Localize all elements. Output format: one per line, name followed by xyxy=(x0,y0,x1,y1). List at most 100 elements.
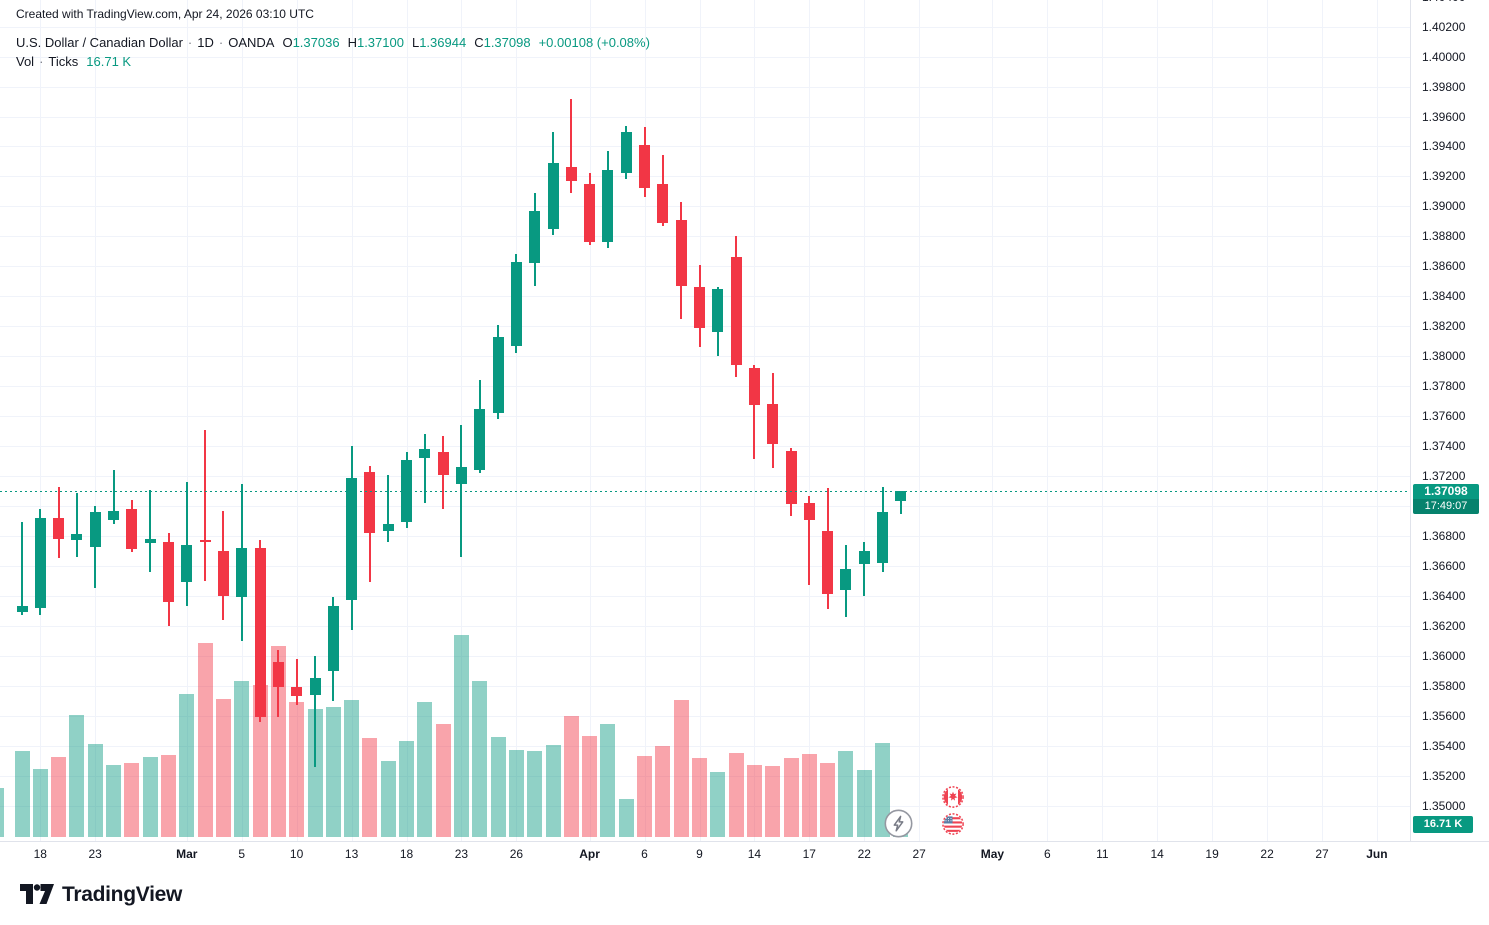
gridline-h xyxy=(0,805,1410,807)
volume-bar xyxy=(710,772,726,837)
gridline-h xyxy=(0,116,1410,118)
candle-wick xyxy=(185,482,188,607)
timeframe[interactable]: 1D xyxy=(197,35,214,50)
candle-body xyxy=(639,144,650,189)
volume-bar xyxy=(179,693,195,837)
us-flag-icon[interactable] xyxy=(942,813,964,840)
time-tick-label: 9 xyxy=(696,847,703,861)
candle-body xyxy=(236,547,248,598)
volume-bar xyxy=(106,764,121,837)
volume-bar xyxy=(453,634,469,837)
candle-body xyxy=(510,261,522,346)
symbol-title[interactable]: U.S. Dollar / Canadian Dollar xyxy=(16,35,183,50)
price-tick-label: 1.40200 xyxy=(1422,19,1466,34)
gridline-v xyxy=(406,0,408,841)
candle-body xyxy=(34,517,46,608)
time-tick-label: May xyxy=(980,847,1005,861)
candle-body xyxy=(108,510,119,520)
change-value: +0.00108 (+0.08%) xyxy=(538,35,650,50)
separator-dot: · xyxy=(218,35,224,50)
gridline-v xyxy=(919,0,921,841)
candle-wick xyxy=(295,658,298,706)
volume-bar xyxy=(435,724,451,837)
gridline-h xyxy=(0,535,1410,537)
volume-bar xyxy=(399,740,414,837)
price-tick-label: 1.37400 xyxy=(1422,439,1466,453)
volume-bar xyxy=(124,763,140,837)
volume-bar xyxy=(490,737,506,837)
volume-bar xyxy=(820,763,836,837)
price-tick-label: 1.39600 xyxy=(1422,109,1466,124)
symbol-legend: U.S. Dollar / Canadian Dollar · 1D · OANDA O1… xyxy=(16,33,650,71)
volume-bar xyxy=(270,646,286,837)
price-axis[interactable]: 1.37098 17:49:07 16.71 K 1.40400 1.40200 1… xyxy=(1410,0,1489,841)
gridline-v xyxy=(1267,0,1269,841)
price-tick-label: 1.39800 xyxy=(1422,79,1466,94)
volume-bar xyxy=(728,753,744,837)
candle-body xyxy=(199,540,211,543)
time-tick-label: 22 xyxy=(857,847,871,861)
volume-bar xyxy=(692,757,707,837)
price-tick-label: 1.37200 xyxy=(1422,469,1466,483)
candle-body xyxy=(565,167,577,181)
candle-body xyxy=(822,531,834,595)
candle-body xyxy=(327,606,339,671)
gridline-v xyxy=(461,0,463,841)
gridline-v xyxy=(296,0,298,841)
gridline-h xyxy=(0,26,1410,28)
volume-bar xyxy=(527,750,543,837)
candle-body xyxy=(144,538,156,544)
candle-wick xyxy=(387,474,390,542)
volume-bar xyxy=(215,699,231,837)
candle-body xyxy=(71,534,83,541)
time-tick-label: 23 xyxy=(88,847,102,861)
time-tick-label: 17 xyxy=(802,847,816,861)
legend-row-symbol: U.S. Dollar / Canadian Dollar · 1D · OANDA O1… xyxy=(16,33,650,52)
price-tick-label: 1.39000 xyxy=(1422,199,1466,214)
volume-bar xyxy=(801,753,817,837)
price-tick-label: 1.35000 xyxy=(1422,798,1466,813)
gridline-h xyxy=(0,655,1410,657)
time-tick-label: 22 xyxy=(1260,847,1274,861)
gridline-v xyxy=(1376,0,1378,841)
tradingview-logo-glyph xyxy=(20,884,54,904)
gridline-h xyxy=(0,326,1410,328)
price-tick-label: 1.36800 xyxy=(1422,528,1466,543)
candle-body xyxy=(584,183,596,243)
price-tick-label: 1.40000 xyxy=(1422,49,1466,64)
candle-body xyxy=(712,288,724,333)
candle-body xyxy=(492,336,504,414)
gridline-h xyxy=(0,446,1410,447)
bar-close-countdown: 17:49:07 xyxy=(1413,498,1479,514)
time-tick-label: 19 xyxy=(1205,847,1219,861)
candle-wick xyxy=(204,429,207,581)
volume-bar xyxy=(325,707,341,837)
tradingview-logo[interactable]: TradingView xyxy=(20,882,182,908)
price-tick-label: 1.36400 xyxy=(1422,588,1466,603)
price-tick-label: 1.35800 xyxy=(1422,678,1466,693)
gridline-v xyxy=(1157,0,1159,841)
candle-body xyxy=(346,477,358,601)
gridline-h xyxy=(0,685,1410,687)
gridline-h xyxy=(0,176,1410,178)
candle-body xyxy=(694,287,705,328)
volume-type-label: Ticks xyxy=(48,54,79,69)
candle-body xyxy=(401,459,412,523)
time-axis[interactable]: 18 23 Mar 5 10 13 18 23 26 Apr 6 9 14 17 22 27 May 6 11 14 1… xyxy=(0,841,1489,877)
volume-bar xyxy=(417,702,433,837)
ohlc-close-value: 1.37098 xyxy=(483,35,531,50)
candle-body xyxy=(217,550,229,596)
ohlc-open-label: O xyxy=(282,35,293,50)
candle-wick xyxy=(94,506,97,589)
canada-flag-icon[interactable] xyxy=(942,786,964,813)
gridline-h xyxy=(0,595,1410,597)
gridline-h xyxy=(0,56,1410,58)
gridline-h xyxy=(0,565,1410,567)
time-tick-label: 27 xyxy=(1315,847,1329,861)
volume-indicator-label[interactable]: Vol xyxy=(16,54,35,69)
chart-canvas[interactable]: Created with TradingView.com, Apr 24, 20… xyxy=(0,0,1410,841)
legend-row-volume: Vol · Ticks 16.71 K xyxy=(16,52,650,71)
lightning-icon[interactable] xyxy=(884,809,913,841)
volume-bar xyxy=(252,684,268,837)
time-tick-label: 23 xyxy=(454,847,469,861)
